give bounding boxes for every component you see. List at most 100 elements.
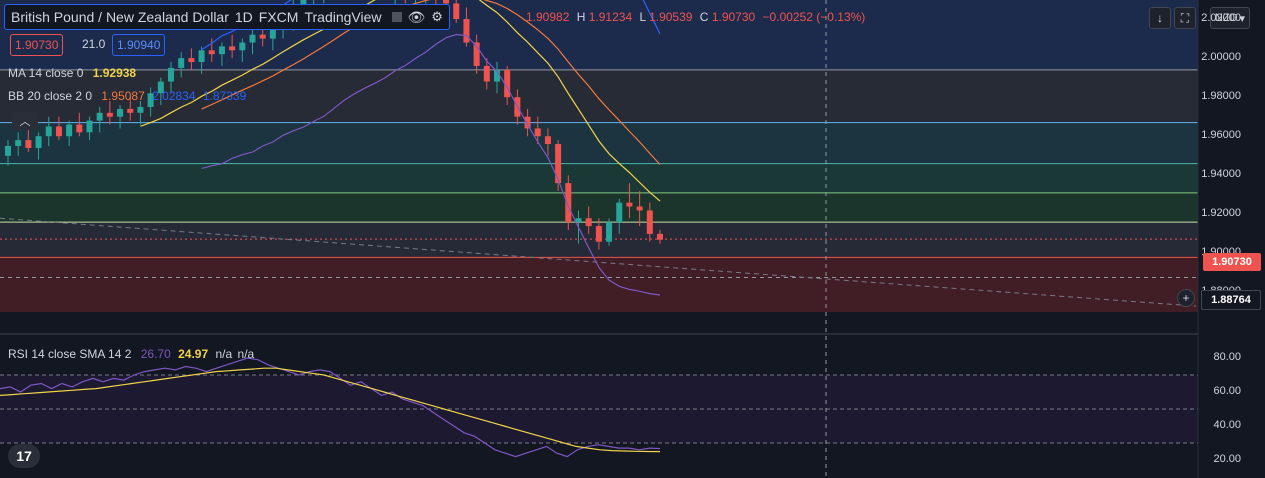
rsi-tick-label: 20.00: [1213, 453, 1241, 465]
zone-band: [0, 122, 1198, 164]
candle-body: [544, 136, 551, 145]
rsi-legend[interactable]: RSI 14 close SMA 14 2 26.70 24.97 n/a n/…: [8, 347, 254, 361]
sell-price-button[interactable]: 1.90730: [10, 34, 64, 56]
candle-body: [86, 120, 93, 133]
candle-body: [646, 210, 653, 234]
candle-body: [494, 69, 500, 82]
candle-body: [106, 112, 113, 117]
candle-body: [575, 218, 582, 223]
rsi-sma-value: 24.97: [178, 347, 209, 361]
crosshair-plus-icon[interactable]: +: [1177, 289, 1195, 307]
candle-body: [188, 58, 195, 63]
open-value: 1.90982: [526, 10, 570, 24]
fullscreen-icon[interactable]: ⛶: [1174, 7, 1196, 29]
close-value: 1.90730: [711, 10, 756, 24]
crosshair-price-tag: 1.88764: [1201, 290, 1261, 310]
spread-label: 21.0: [82, 37, 106, 51]
candle-body: [208, 50, 215, 55]
low-value: 1.90539: [649, 10, 693, 24]
bb-basis-line: [201, 0, 661, 165]
candle-body: [45, 126, 52, 137]
candle-body: [35, 136, 42, 148]
ma-line: [140, 0, 661, 202]
price-tick-label: 1.96000: [1201, 129, 1241, 142]
candle-body: [585, 218, 592, 227]
candle-body: [300, 0, 307, 8]
rsi-tick-label: 80.00: [1213, 351, 1241, 363]
visibility-eye-icon[interactable]: 👁: [407, 8, 426, 25]
rsi-value: 26.70: [140, 347, 171, 361]
candle-body: [483, 65, 490, 82]
candle-body: [269, 26, 276, 39]
price-tick-label: 1.94000: [1201, 168, 1241, 181]
ohlc-readout: 1.90982 H 1.91234 L 1.90539 C 1.90730 −0…: [526, 10, 865, 24]
price-tick-label: 2.00000: [1201, 51, 1241, 64]
chevron-down-icon: ▾: [1239, 12, 1246, 25]
buy-price-button[interactable]: 1.90940: [112, 34, 166, 56]
candle-body: [555, 144, 562, 184]
download-arrow-icon[interactable]: ↓: [1149, 7, 1171, 29]
candle-body: [178, 58, 185, 68]
exchange-label: FXCM: [258, 9, 299, 25]
symbol-name[interactable]: British Pound / New Zealand Dollar: [11, 9, 229, 25]
ma-label: MA 14 close 0: [8, 66, 84, 80]
candle-body: [463, 19, 470, 43]
rsi-na-2: n/a: [237, 347, 255, 361]
candle-body: [66, 124, 73, 137]
zone-band: [0, 192, 1198, 223]
low-label: L: [639, 10, 646, 24]
bb-lower-value: 1.87339: [202, 89, 247, 103]
collapse-chevron-icon[interactable]: ︿: [12, 112, 38, 130]
square-icon[interactable]: [391, 12, 402, 22]
bb-legend[interactable]: BB 20 close 2 0 1.95087 2.02834 1.87339: [8, 89, 246, 103]
candle-body: [168, 67, 174, 82]
candle-body: [15, 140, 22, 146]
candle-body: [76, 124, 83, 133]
trend-line: [0, 217, 1197, 307]
price-axis-bg: [1198, 0, 1265, 478]
candle-body: [198, 50, 205, 63]
high-label: H: [576, 10, 586, 24]
candle-body: [473, 42, 480, 66]
ma-legend[interactable]: MA 14 close 0 1.92938: [8, 66, 136, 80]
tradingview-logo-icon[interactable]: 17: [8, 444, 40, 468]
candle-body: [117, 108, 124, 117]
candle-body: [524, 116, 531, 129]
candle-body: [626, 202, 633, 207]
candle-body: [137, 106, 144, 113]
rsi-label: RSI 14 close SMA 14 2: [8, 347, 132, 361]
candle-body: [453, 3, 460, 20]
zone-band: [0, 69, 1198, 123]
candle-body: [96, 112, 103, 121]
source-label: TradingView: [304, 9, 382, 25]
symbol-title-bar[interactable]: British Pound / New Zealand Dollar 1D FX…: [4, 4, 450, 30]
currency-selector[interactable]: NZD ▾: [1210, 7, 1250, 29]
candle-body: [259, 34, 266, 39]
rsi-tick-label: 60.00: [1213, 385, 1241, 397]
rsi-na-1: n/a: [215, 347, 233, 361]
candle-body: [534, 128, 541, 137]
price-tick-label: 1.98000: [1201, 90, 1241, 103]
ma-value: 1.92938: [92, 66, 137, 80]
bb-lower-line: [201, 33, 661, 296]
candle-body: [25, 140, 32, 148]
interval-label[interactable]: 1D: [234, 9, 253, 25]
candle-body: [565, 183, 572, 223]
candle-body: [249, 34, 256, 43]
candle-body: [443, 0, 450, 4]
candle-body: [55, 126, 62, 137]
candle-body: [147, 93, 154, 107]
bb-label: BB 20 close 2 0: [8, 89, 93, 103]
settings-icon[interactable]: ⚙: [431, 9, 443, 24]
candle-body: [127, 108, 134, 113]
candle-body: [616, 202, 623, 223]
candle-body: [657, 233, 663, 240]
currency-label: NZD: [1214, 12, 1238, 24]
candle-body: [504, 69, 511, 98]
rsi-line: [0, 357, 661, 458]
zone-band: [0, 257, 1198, 312]
change-value: −0.00252 (−0.13%): [762, 10, 866, 24]
price-tick-label: 2.02000: [1201, 12, 1241, 25]
